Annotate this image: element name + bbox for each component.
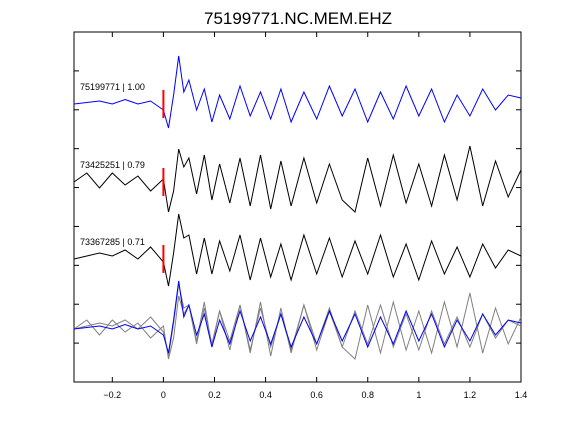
trace-line-3 (73, 213, 522, 287)
trace-line-1 (73, 55, 522, 129)
x-tick-label: 0.8 (361, 390, 374, 400)
x-tick-label: 1 (416, 390, 421, 400)
overlay-trace-2 (73, 292, 522, 360)
x-tick-label: −0.2 (103, 390, 121, 400)
chart-title: 75199771.NC.MEM.EHZ (204, 9, 392, 28)
x-tick-label: 1.4 (515, 390, 528, 400)
trace-label-2: 73425251 | 0.79 (80, 160, 145, 170)
axis-ticks: −0.2 0 0.2 0.4 0.6 0.8 1 1.2 1.4 (74, 32, 527, 400)
x-tick-label: 0.4 (259, 390, 272, 400)
x-tick-label: 0.6 (310, 390, 323, 400)
plot-frame (73, 31, 522, 383)
x-tick-label: 0.2 (208, 390, 221, 400)
overlay-trace-3 (73, 283, 522, 357)
trace-group (73, 55, 522, 360)
trace-label-1: 75199771 | 1.00 (80, 82, 145, 92)
trace-label-3: 73367285 | 0.71 (80, 237, 145, 247)
x-tick-label: 0 (161, 390, 166, 400)
overlay-trace-1 (73, 280, 522, 354)
trace-labels: 75199771 | 1.00 73425251 | 0.79 73367285 |… (80, 82, 145, 247)
x-tick-label: 1.2 (464, 390, 477, 400)
trace-line-2 (73, 145, 522, 213)
